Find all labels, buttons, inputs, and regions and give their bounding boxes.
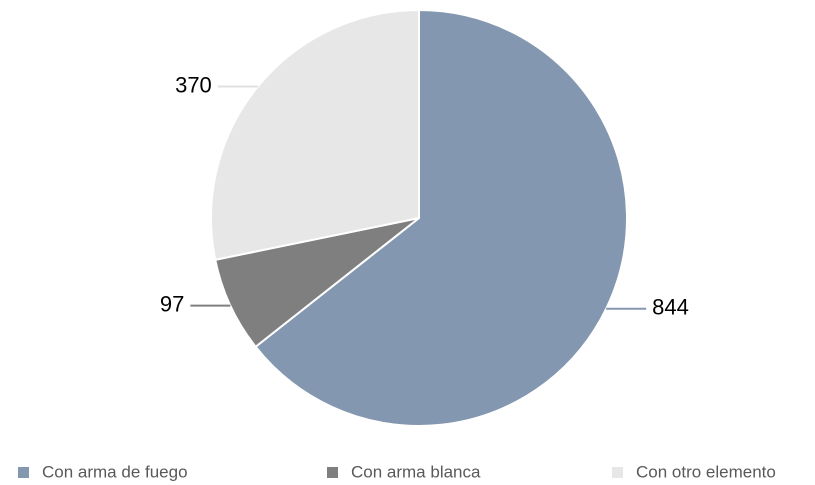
- pie-slice: [210, 8, 420, 262]
- data-label: 370: [175, 72, 212, 97]
- legend-label: Con arma blanca: [351, 462, 481, 481]
- legend-swatch: [612, 467, 623, 478]
- legend-label: Con otro elemento: [636, 462, 776, 481]
- legend-swatch: [327, 467, 338, 478]
- legend-label: Con arma de fuego: [42, 462, 188, 481]
- pie-slice: [254, 8, 628, 427]
- data-label: 97: [160, 291, 184, 316]
- data-label: 844: [652, 295, 689, 320]
- legend-swatch: [18, 467, 29, 478]
